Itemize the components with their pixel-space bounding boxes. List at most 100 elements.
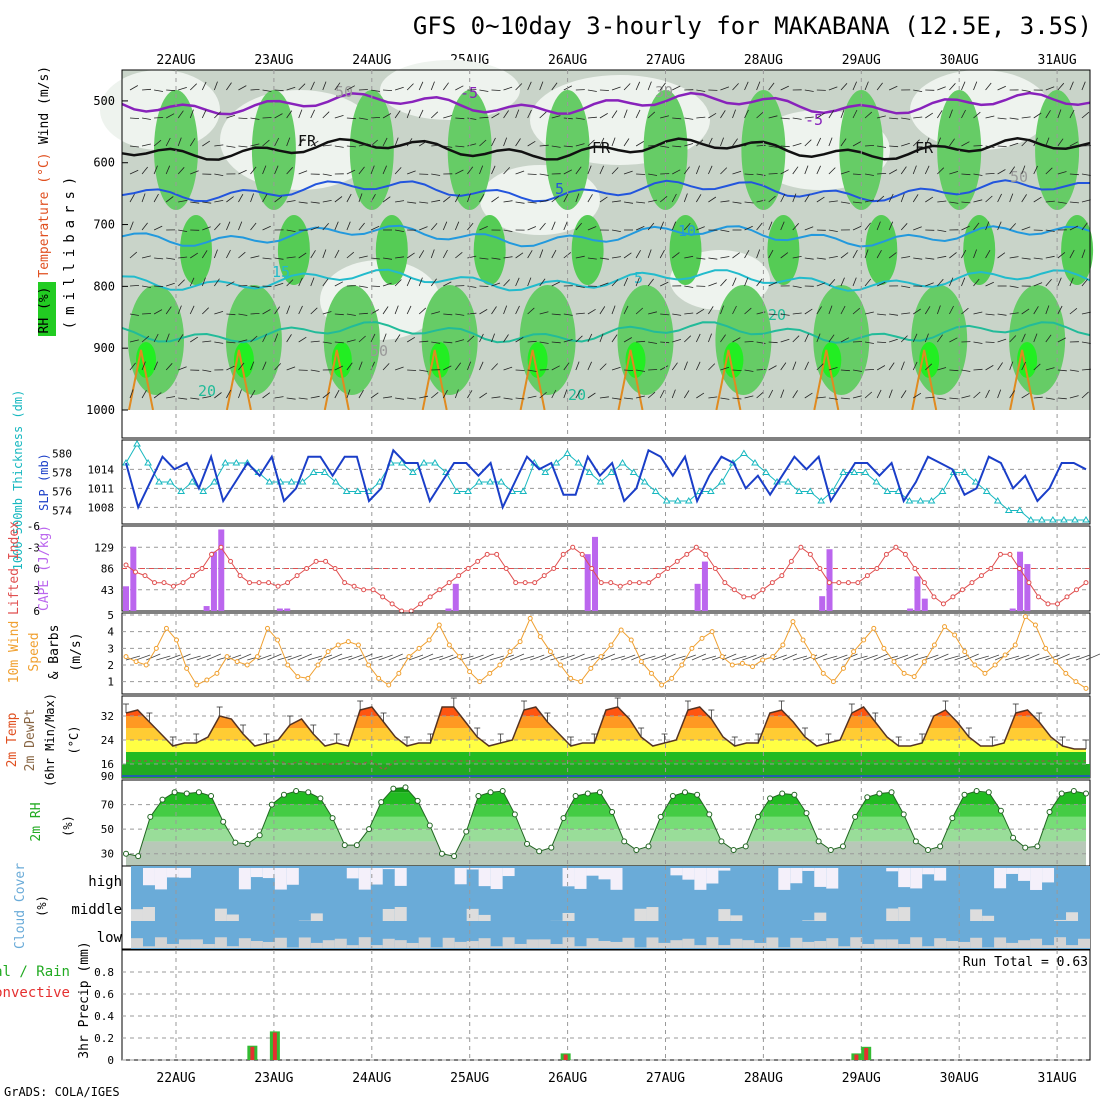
lifted-index-point: [152, 580, 158, 586]
wind-barb: [816, 363, 824, 371]
cloud-low-gap: [466, 941, 479, 948]
wind-barb: [744, 81, 749, 91]
wind-barb: [1045, 255, 1055, 259]
cloud-high-gap: [1042, 868, 1055, 883]
lifted-index-point: [1064, 594, 1070, 600]
wind-barb: [418, 109, 424, 119]
wind-barb: [141, 222, 148, 231]
wind-barb: [262, 392, 271, 399]
wind-barb: [961, 173, 971, 176]
wind-barb: [515, 138, 521, 147]
wind-barb: [696, 226, 705, 231]
footer-credit: GrADS: COLA/IGES: [4, 1085, 120, 1099]
wind-barb: [141, 335, 150, 343]
rh2m-point: [657, 813, 664, 820]
isotherm-FR: [121, 137, 1091, 161]
thickness-point: [861, 468, 870, 475]
wind-barb: [756, 173, 766, 176]
wind10-barb: [893, 654, 909, 661]
wind10-point: [244, 662, 250, 668]
cloud-middle-gap: [1054, 919, 1067, 921]
rh2m-point: [754, 813, 761, 820]
wind10-point: [477, 679, 483, 685]
cape-tick: 86: [101, 563, 114, 576]
wind-barb: [430, 222, 438, 231]
thickness-point: [155, 478, 163, 485]
wind-barb: [937, 86, 946, 91]
wind10-barb: [257, 654, 272, 661]
wind-barb: [1081, 222, 1088, 231]
wind-barb: [768, 365, 777, 371]
wind10-barb: [1075, 654, 1091, 661]
thickness-point: [662, 497, 671, 504]
thickness-point: [596, 478, 605, 485]
rh2m-point: [596, 789, 603, 796]
wind10-barb: [813, 653, 828, 661]
wind-barb: [708, 196, 717, 203]
pressure-tick: 800: [93, 279, 115, 293]
wind-barb: [454, 193, 460, 203]
wind-barb: [623, 305, 629, 315]
wind-barb: [792, 312, 802, 315]
wind-barb: [214, 223, 221, 231]
lifted-index-point: [931, 594, 937, 600]
wind-barb: [407, 201, 417, 204]
thickness-point: [740, 449, 748, 456]
wind-barb: [154, 117, 164, 119]
wind-barb: [768, 82, 775, 91]
cloud-middle-gap: [886, 908, 899, 921]
wind-barb: [961, 277, 966, 287]
wind-barb: [648, 173, 658, 176]
wind-barb: [334, 82, 341, 91]
rh2m-point: [390, 785, 397, 792]
cape-bar: [123, 586, 129, 611]
wind-barb: [455, 251, 463, 259]
wind-barb: [720, 167, 728, 175]
wind-barb: [274, 333, 279, 343]
wind-barb: [756, 278, 763, 287]
wind-barb: [659, 249, 665, 259]
wind-barb: [394, 366, 404, 371]
wind-barb: [202, 307, 209, 315]
cloud-low-gap: [1018, 940, 1031, 948]
cloud-low-gap: [790, 937, 803, 948]
wind-barb: [864, 311, 874, 315]
wind-barb: [455, 169, 464, 175]
cloud-low-gap: [826, 938, 839, 948]
wind10-point: [992, 662, 998, 668]
wind-barb: [744, 341, 754, 343]
wind-barb: [551, 82, 558, 91]
cape-bar: [819, 596, 826, 611]
wind10-barb: [964, 653, 979, 661]
thickness-point: [982, 487, 991, 494]
wind-barb: [961, 395, 971, 399]
wind-barb: [358, 285, 368, 288]
cape-bar: [203, 606, 210, 611]
rh2m-point: [584, 790, 591, 797]
wind-barb: [780, 193, 786, 203]
cloud-middle-gap: [394, 907, 407, 921]
wind-barb: [226, 221, 231, 231]
rh-moist-patch: [865, 215, 898, 285]
wind-barb: [1057, 337, 1066, 343]
wind-barb: [828, 334, 835, 343]
rh2m-point: [208, 792, 215, 799]
wind-barb: [985, 281, 994, 287]
wind-barb: [298, 277, 303, 287]
wind10-point: [931, 642, 937, 648]
wind-barb: [527, 109, 532, 119]
thickness-point: [188, 478, 197, 485]
wind-barb: [322, 111, 330, 119]
cape-bar: [276, 608, 283, 611]
cloud-low-gap: [514, 943, 527, 948]
wind-barb: [503, 279, 510, 287]
wind-barb: [539, 341, 549, 344]
wind-barb: [575, 361, 580, 371]
rh-moist-patch: [571, 215, 604, 285]
isotherm-15: [121, 268, 1091, 292]
wind-barb: [623, 170, 633, 175]
surface-isotherm: [519, 349, 546, 411]
wind-barb: [407, 369, 417, 371]
wind-barb: [141, 390, 147, 399]
